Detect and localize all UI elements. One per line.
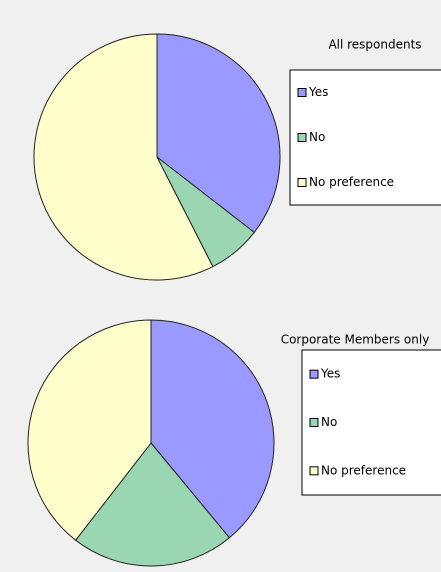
pie-slice — [150, 319, 275, 539]
legend-box — [289, 69, 441, 206]
legend-swatch — [309, 369, 319, 379]
chart-title: Corporate Members only — [281, 333, 430, 347]
chart-title: All respondents — [328, 38, 421, 52]
pie-slice — [33, 33, 214, 281]
legend-label: No — [309, 130, 325, 144]
legend-swatch — [297, 88, 307, 97]
legend-swatch — [309, 418, 319, 427]
pie-slice — [74, 442, 231, 567]
legend-swatch — [297, 178, 307, 187]
pie-slice — [156, 33, 281, 234]
legend-box — [301, 349, 441, 496]
legend-label: Yes — [320, 367, 340, 381]
legend-swatch — [309, 466, 319, 476]
legend-swatch — [297, 133, 307, 142]
legend-label: Yes — [308, 85, 328, 99]
pie-slice — [27, 319, 152, 541]
legend-label: No — [321, 415, 337, 429]
legend-label: No preference — [309, 175, 394, 189]
legend-label: No preference — [321, 463, 406, 477]
